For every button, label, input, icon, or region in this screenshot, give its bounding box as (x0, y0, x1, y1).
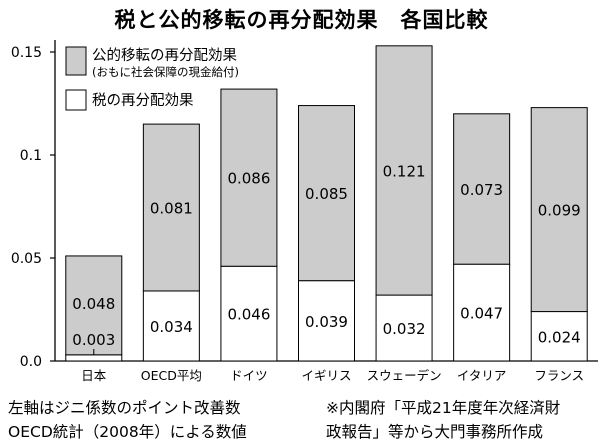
data-label-tax: 0.039 (305, 313, 348, 331)
bar-tax-segment (220, 265, 278, 362)
legend-label-transfer: 公的移転の再分配効果 (92, 47, 237, 64)
data-label-tax: 0.003 (72, 331, 115, 349)
x-tick-label: スウェーデン (367, 368, 442, 383)
data-label-transfer: 0.121 (383, 162, 426, 180)
data-label-tax: 0.047 (460, 305, 503, 323)
bar-transfer-segment (142, 123, 200, 292)
y-tick-label: 0.1 (20, 148, 42, 164)
data-label-transfer: 0.048 (72, 295, 115, 313)
x-tick-label: 日本 (81, 368, 107, 383)
bar-tax-segment (142, 290, 200, 362)
data-label-tax: 0.032 (383, 320, 426, 338)
y-tick-label: 0.05 (11, 251, 42, 267)
chart-title: 税と公的移転の再分配効果 各国比較 (114, 8, 489, 32)
y-tick-label: 0.15 (11, 45, 42, 61)
legend-label-tax: 税の再分配効果 (92, 92, 194, 109)
note-left-line-1: 左軸はジニ係数のポイント改善数 (8, 399, 241, 417)
data-label-transfer: 0.081 (150, 200, 193, 218)
bar-tax-segment (298, 280, 355, 362)
legend-swatch-tax (65, 89, 87, 111)
x-tick-label: OECD平均 (141, 368, 202, 383)
source-note-right: ※内閣府「平成21年度年次経済財 政報告」等から大門事務所作成 (326, 396, 560, 444)
y-tick-label: 0.0 (20, 354, 42, 370)
bar-tax-segment (65, 354, 123, 362)
data-label-transfer: 0.086 (227, 170, 270, 188)
data-label-tax: 0.046 (227, 306, 270, 324)
x-tick-label: ドイツ (230, 368, 268, 383)
x-tick-label: イギリス (301, 368, 351, 383)
x-tick-label: イタリア (457, 368, 507, 383)
bar-transfer-segment (220, 88, 278, 267)
source-note-left: 左軸はジニ係数のポイント改善数 OECD統計（2008年）による数値 (8, 396, 247, 444)
data-label-tax: 0.024 (538, 328, 581, 346)
data-label-transfer: 0.073 (460, 181, 503, 199)
bar-tax-segment (375, 294, 433, 362)
bar-transfer-segment (375, 45, 433, 296)
bar-transfer-segment (65, 255, 123, 356)
x-tick-label: フランス (534, 368, 584, 383)
bar-transfer-segment (298, 105, 355, 282)
bar-tax-segment (453, 263, 511, 362)
legend-note-transfer: (おもに社会保障の現金給付) (92, 65, 239, 79)
data-label-tax: 0.034 (150, 318, 193, 336)
data-label-transfer: 0.099 (538, 202, 581, 220)
bar-tax-segment (530, 311, 588, 362)
note-right-line-1: ※内閣府「平成21年度年次経済財 (326, 399, 561, 417)
note-left-line-2: OECD統計（2008年）による数値 (8, 423, 247, 441)
note-right-line-2: 政報告」等から大門事務所作成 (326, 423, 544, 441)
bar-transfer-segment (453, 113, 511, 265)
data-label-transfer: 0.085 (305, 185, 348, 203)
bar-transfer-segment (530, 107, 588, 313)
legend-swatch-transfer (65, 46, 87, 76)
